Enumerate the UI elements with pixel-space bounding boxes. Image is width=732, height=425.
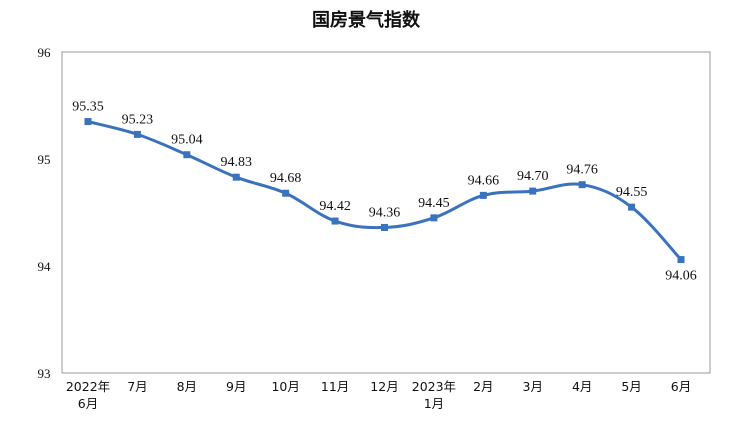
x-tick-label-line: 11月 [321,379,349,394]
x-tick-label: 6月 [671,379,691,394]
data-point [84,118,92,126]
data-label: 94.68 [270,171,302,186]
x-tick-label-line: 8月 [177,379,197,394]
data-point [282,189,290,197]
data-point [578,181,586,189]
data-point [232,173,240,181]
x-tick-label: 11月 [321,379,349,394]
x-tick-label: 2023年 1月 [412,379,456,411]
data-label: 94.76 [566,163,598,178]
data-point [381,223,388,231]
x-tick-label-line: 9月 [226,379,246,394]
data-point [677,256,685,264]
data-label: 94.42 [319,199,351,214]
x-tick-label: 4月 [572,379,592,394]
data-point [183,151,191,159]
x-tick-label-line: 2023年 [412,379,456,394]
data-label: 94.45 [418,196,450,211]
x-tick-label-line: 6月 [671,379,691,394]
x-tick-label-line: 2022年 [66,379,110,394]
data-label: 94.06 [665,269,697,284]
y-tick-label: 93 [38,366,51,381]
x-tick-label: 2022年 6月 [66,379,110,411]
x-tick-label: 3月 [523,379,543,394]
data-label: 94.70 [517,169,549,184]
data-point [133,130,141,138]
x-tick-label: 8月 [177,379,197,394]
x-tick-label: 10月 [271,379,299,394]
chart-title: 国房景气指数 [312,10,420,31]
x-tick-label-line: 10月 [271,379,299,394]
x-tick-label: 5月 [621,379,641,394]
y-tick-label: 94 [38,259,52,274]
x-tick-label: 9月 [226,379,246,394]
data-label: 94.66 [468,173,500,188]
x-tick-label-line: 7月 [127,379,147,394]
x-tick-label: 7月 [127,379,147,394]
data-point [430,214,438,222]
data-label: 95.23 [122,112,154,127]
data-point [331,217,339,225]
y-tick-label: 96 [38,45,52,60]
data-label: 95.35 [72,100,104,115]
data-label: 95.04 [171,133,203,148]
x-tick-label-line: 5月 [621,379,641,394]
data-point [529,187,537,195]
x-tick-label-line: 12月 [370,379,398,394]
data-label: 94.83 [221,155,253,170]
x-tick-label: 2月 [473,379,493,394]
x-tick-label: 12月 [370,379,398,394]
x-tick-label-line: 4月 [572,379,592,394]
data-label: 94.55 [616,185,648,200]
data-point [628,203,636,211]
x-tick-label-line: 6月 [78,396,98,411]
x-tick-label-line: 2月 [473,379,493,394]
data-point [479,191,487,199]
x-tick-label-line: 1月 [424,396,444,411]
data-label: 94.36 [369,205,401,220]
y-tick-label: 95 [38,152,51,167]
plot-frame [61,51,711,374]
x-tick-label-line: 3月 [523,379,543,394]
